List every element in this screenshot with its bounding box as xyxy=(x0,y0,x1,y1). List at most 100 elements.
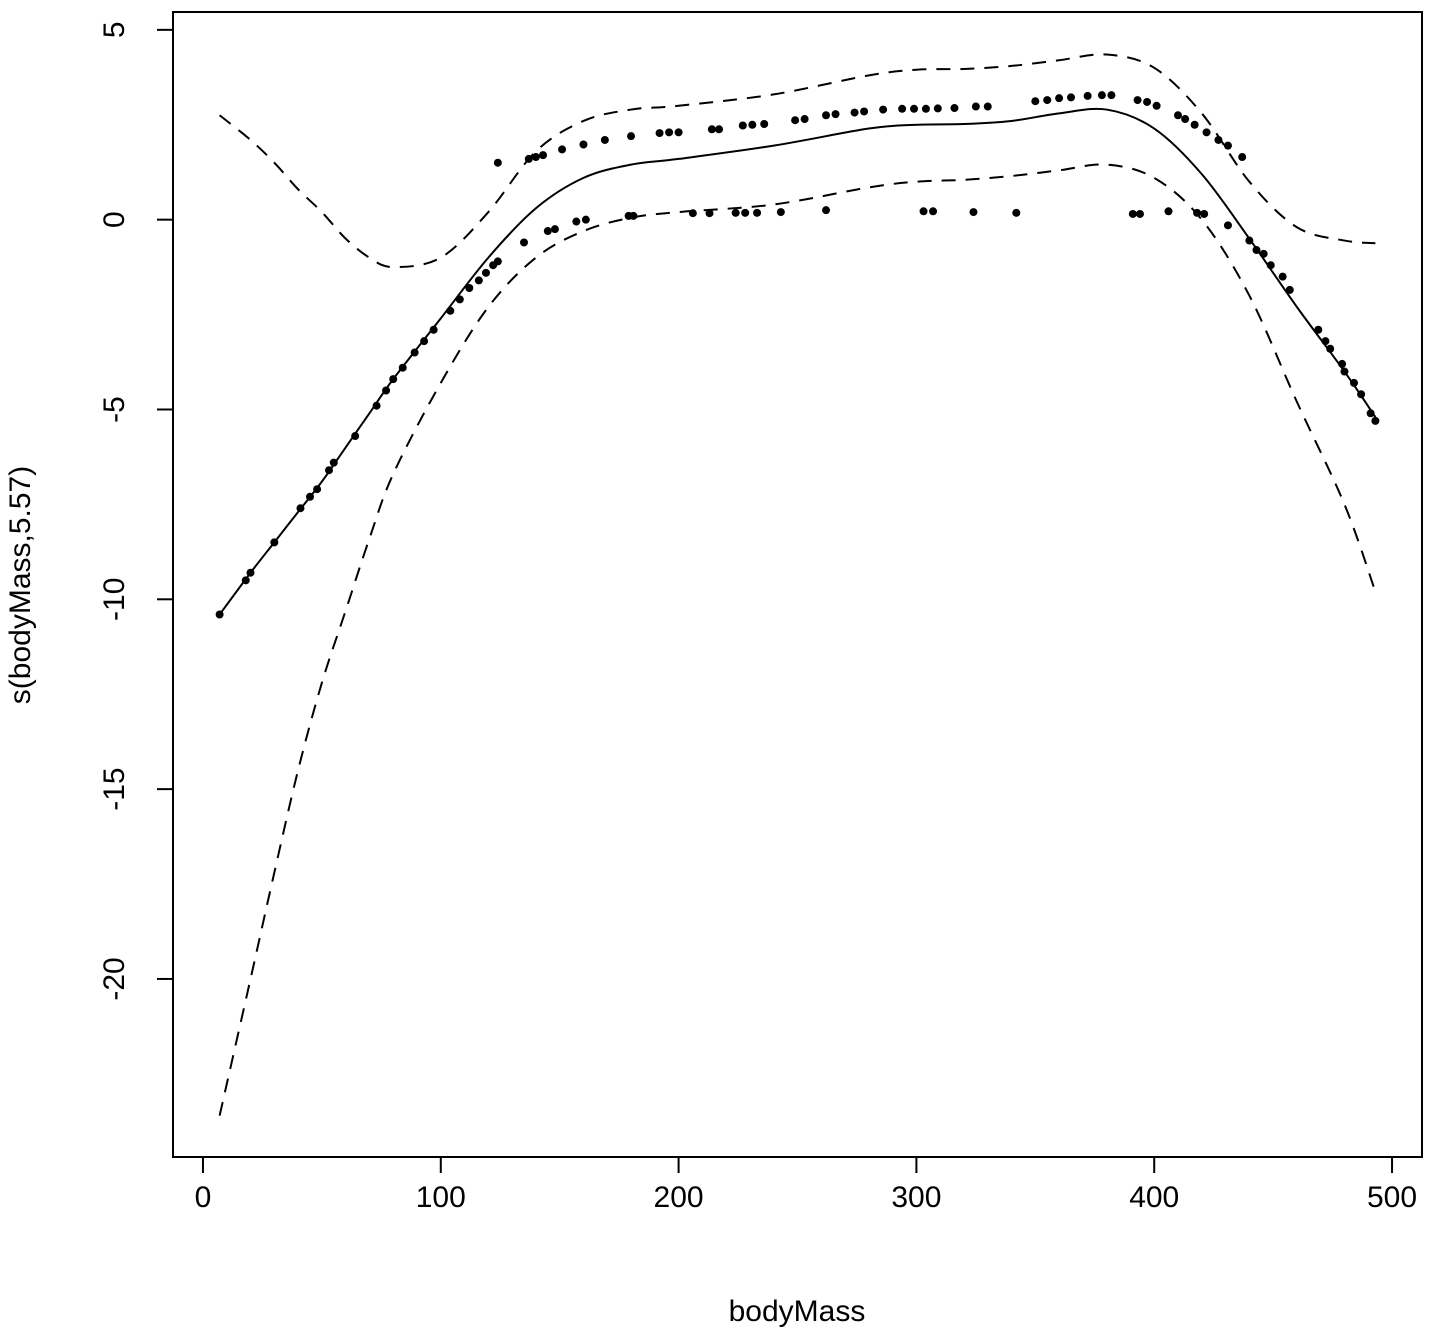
partial-residual xyxy=(879,105,888,114)
partial-residual xyxy=(860,107,869,116)
partial-residual xyxy=(305,492,314,501)
y-tick-label: -15 xyxy=(98,767,131,810)
partial-residual xyxy=(1349,378,1358,387)
partial-residual xyxy=(1143,97,1152,106)
partial-residual xyxy=(1245,236,1254,245)
y-tick-label: 0 xyxy=(98,211,131,228)
x-tick-label: 300 xyxy=(891,1181,941,1214)
partial-residual xyxy=(822,206,831,215)
partial-residual xyxy=(741,208,750,217)
partial-residual xyxy=(929,207,938,216)
confidence-band xyxy=(218,163,1377,1116)
partial-residual xyxy=(707,125,716,134)
partial-residual xyxy=(753,208,762,217)
partial-residual xyxy=(822,111,831,120)
partial-residual xyxy=(1202,128,1211,137)
partial-residual xyxy=(455,295,464,304)
partial-residual xyxy=(715,125,724,134)
partial-residual xyxy=(1055,94,1064,103)
partial-residual xyxy=(1128,209,1137,218)
partial-residual xyxy=(270,538,279,547)
partial-residual xyxy=(674,128,683,137)
partial-residual xyxy=(389,375,398,384)
partial-residual xyxy=(1340,367,1349,376)
y-tick-label: -10 xyxy=(98,578,131,621)
partial-residual xyxy=(1314,325,1323,334)
partial-residual xyxy=(898,104,907,113)
partial-residual xyxy=(1043,96,1052,105)
partial-residual xyxy=(1338,359,1347,368)
partial-residual xyxy=(539,151,548,160)
partial-residual xyxy=(1200,209,1209,218)
partial-residual xyxy=(910,104,919,113)
partial-residual xyxy=(665,128,674,137)
partial-residual xyxy=(550,225,559,234)
y-tick-label: 5 xyxy=(98,21,131,38)
partial-residual xyxy=(398,363,407,372)
partial-residual xyxy=(1366,409,1375,418)
partial-residual xyxy=(969,208,978,217)
partial-residual xyxy=(313,485,322,494)
partial-residual xyxy=(627,132,636,141)
partial-residual xyxy=(429,325,438,334)
x-tick-label: 0 xyxy=(195,1181,212,1214)
partial-residual xyxy=(933,104,942,113)
partial-residual xyxy=(1107,91,1116,100)
partial-residual xyxy=(983,102,992,111)
plot-frame xyxy=(172,11,1423,1158)
partial-residual xyxy=(1252,246,1261,255)
y-tick-label: -5 xyxy=(98,396,131,423)
partial-residual xyxy=(1012,208,1021,217)
partial-residual xyxy=(215,610,224,619)
smooth-fit xyxy=(218,107,1377,616)
partial-residual xyxy=(493,257,502,266)
partial-residual xyxy=(791,116,800,125)
partial-residual xyxy=(748,120,757,129)
x-tick-label: 100 xyxy=(416,1181,466,1214)
partial-residual xyxy=(600,135,609,144)
partial-residual xyxy=(1083,91,1092,100)
partial-residual xyxy=(1066,93,1075,102)
x-tick-label: 400 xyxy=(1129,1181,1179,1214)
partial-residual xyxy=(524,154,533,163)
partial-residual xyxy=(579,140,588,149)
partial-residual xyxy=(1097,91,1106,100)
confidence-band xyxy=(218,53,1376,269)
partial-residual xyxy=(1266,261,1275,270)
x-tick-label: 200 xyxy=(654,1181,704,1214)
partial-residual xyxy=(831,110,840,119)
partial-residual xyxy=(1285,285,1294,294)
partial-residual xyxy=(325,466,334,475)
partial-residual xyxy=(738,121,747,130)
partial-residual xyxy=(1135,209,1144,218)
partial-residual xyxy=(921,104,930,113)
partial-residual xyxy=(329,458,338,467)
partial-residual xyxy=(705,209,714,218)
partial-residual xyxy=(850,108,859,117)
partial-residual xyxy=(919,207,928,216)
partial-residual xyxy=(420,337,429,346)
partial-residual xyxy=(1326,344,1335,353)
partial-residual xyxy=(474,276,483,285)
partial-residual xyxy=(1223,141,1232,150)
partial-residual xyxy=(1133,96,1142,105)
partial-residual xyxy=(1238,153,1247,162)
partial-residual xyxy=(731,208,740,217)
partial-residual xyxy=(531,153,540,162)
partial-residual xyxy=(688,209,697,218)
partial-residual xyxy=(950,104,959,113)
x-tick-label: 500 xyxy=(1367,1181,1417,1214)
y-axis-label: s(bodyMass,5.57) xyxy=(4,466,37,704)
partial-residual xyxy=(481,268,490,277)
partial-residual xyxy=(1214,135,1223,144)
partial-residual xyxy=(543,227,552,236)
partial-residual xyxy=(1371,416,1380,425)
partial-residual xyxy=(1174,111,1183,120)
x-axis-label: bodyMass xyxy=(729,1295,866,1328)
partial-residual xyxy=(800,115,809,124)
partial-residual xyxy=(760,119,769,128)
partial-residual xyxy=(520,238,529,247)
partial-residual xyxy=(465,283,474,292)
partial-residual xyxy=(558,145,567,154)
